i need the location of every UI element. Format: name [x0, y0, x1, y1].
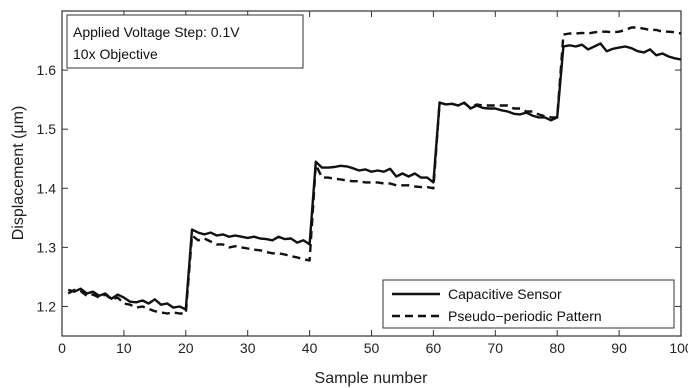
- y-axis-label: Displacement (μm): [10, 106, 27, 241]
- x-tick-label: 60: [426, 340, 442, 356]
- annotation-line-1: Applied Voltage Step: 0.1V: [73, 24, 240, 40]
- y-tick-label: 1.4: [37, 180, 57, 196]
- legend-label-capacitive: Capacitive Sensor: [448, 286, 562, 302]
- legend-label-pseudo: Pseudo−periodic Pattern: [448, 308, 602, 324]
- series-line-capacitive-sensor: [67, 42, 682, 311]
- annotation-box: Applied Voltage Step: 0.1V 10x Objective: [66, 14, 304, 69]
- annotation-frame: [66, 14, 304, 69]
- x-tick-label: 100: [669, 340, 688, 356]
- x-tick-label: 80: [549, 340, 565, 356]
- ticks-layer: 0 10 20 30 40 50 60 70 80 90 100 1.2 1.3 1.4 1.5 1.6: [37, 11, 688, 356]
- legend: Capacitive Sensor Pseudo−periodic Patter…: [382, 279, 675, 329]
- x-axis-label: Sample number: [315, 370, 429, 387]
- x-tick-label: 40: [302, 340, 318, 356]
- y-tick-label: 1.3: [37, 239, 57, 255]
- x-tick-label: 10: [116, 340, 132, 356]
- x-tick-label: 70: [488, 340, 504, 356]
- y-tick-label: 1.5: [37, 121, 57, 137]
- x-tick-label: 90: [611, 340, 627, 356]
- x-tick-label: 30: [240, 340, 256, 356]
- annotation-line-2: 10x Objective: [73, 46, 158, 62]
- x-tick-label: 20: [178, 340, 194, 356]
- y-tick-label: 1.6: [37, 62, 57, 78]
- series-layer: [67, 26, 682, 315]
- legend-frame: [382, 279, 675, 329]
- x-tick-label: 0: [58, 340, 66, 356]
- x-tick-label: 50: [364, 340, 380, 356]
- series-line-pseudo-periodic: [67, 26, 682, 315]
- y-tick-label: 1.2: [37, 298, 57, 314]
